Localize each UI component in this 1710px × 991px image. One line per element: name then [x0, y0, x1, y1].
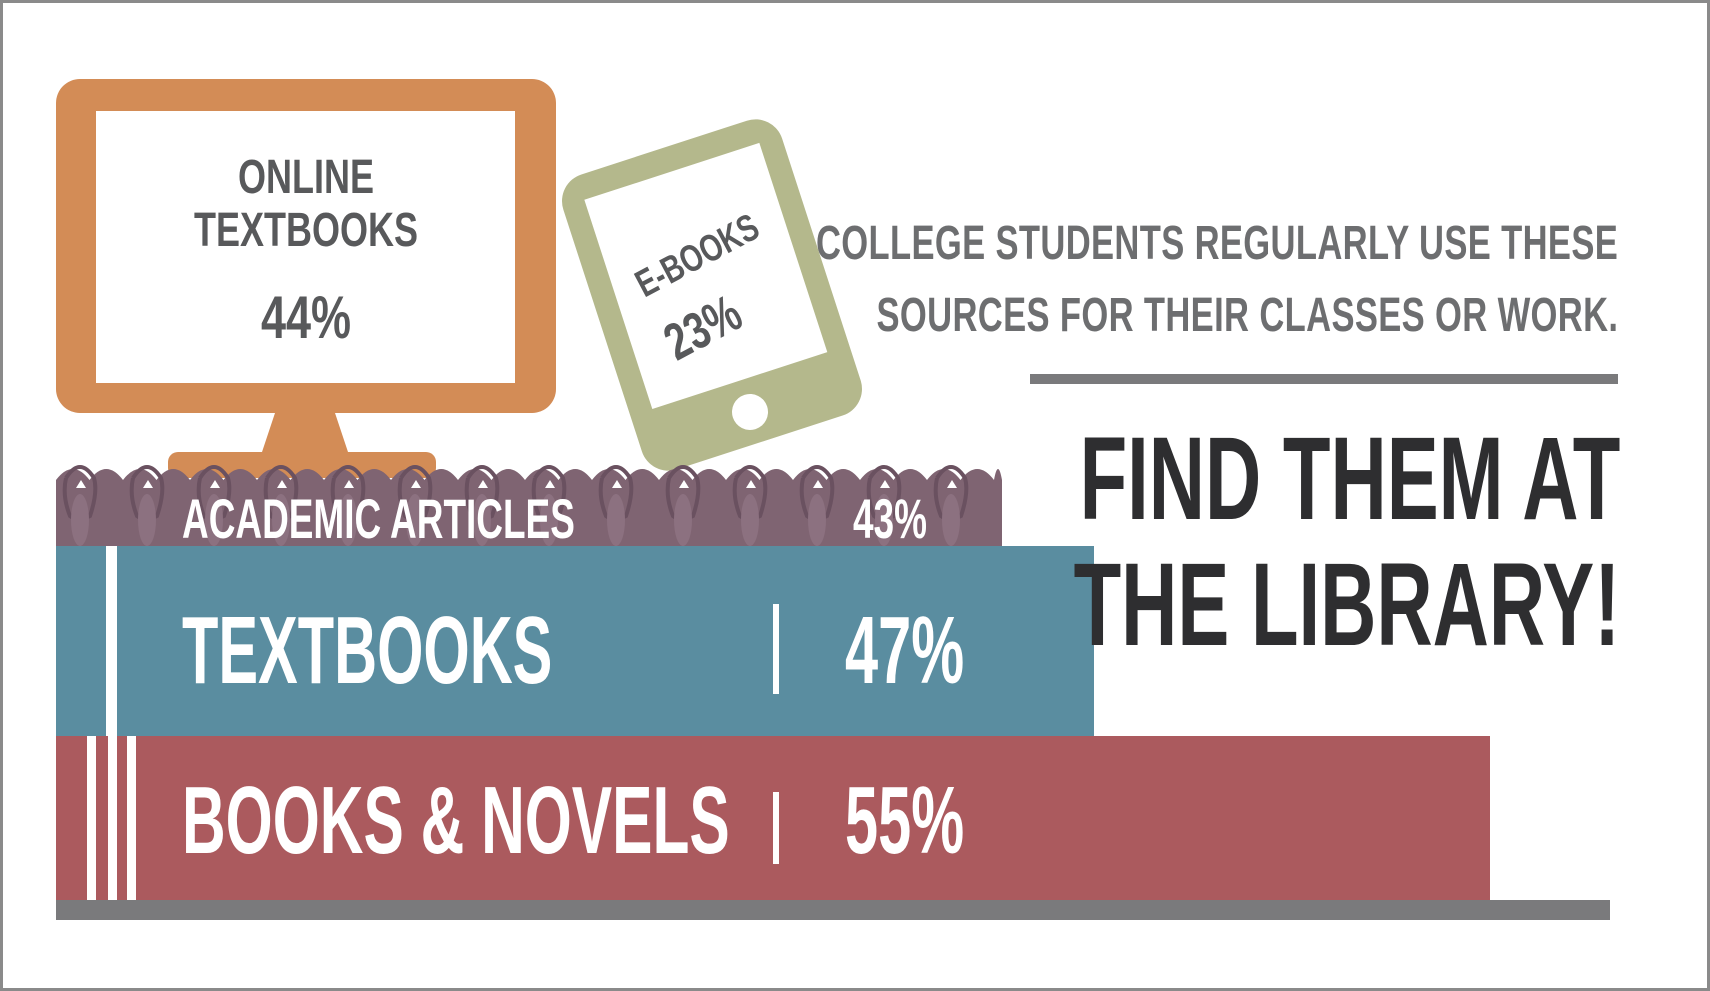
- academic-articles-percent: 43%: [853, 487, 927, 550]
- spiral-shade: [674, 494, 692, 546]
- online-textbooks-percent: 44%: [260, 284, 352, 351]
- spiral-shade: [473, 494, 491, 546]
- divider-line: [1030, 374, 1618, 384]
- books-novels-percent: 55%: [845, 767, 965, 874]
- books-novels-label: BOOKS & NOVELS: [182, 767, 730, 874]
- stats-intro-line1: COLLEGE STUDENTS REGULARLY USE THESE: [815, 217, 1618, 270]
- book-spine-icon: [56, 546, 1094, 736]
- academic-articles-label: ACADEMIC ARTICLES: [182, 487, 575, 550]
- textbooks-label: TEXTBOOKS: [182, 597, 553, 704]
- online-textbooks-label-line1: ONLINE: [237, 151, 375, 204]
- spiral-shade: [741, 494, 759, 546]
- spiral-loop: [62, 465, 98, 521]
- spiral-loop: [330, 465, 366, 521]
- spiral-hole: [411, 480, 421, 488]
- spiral-hole: [746, 480, 756, 488]
- shelf: [56, 900, 1610, 920]
- spiral-loop: [866, 465, 902, 521]
- spiral-loop: [531, 465, 567, 521]
- spiral-shade: [942, 494, 960, 546]
- spiral-hole: [880, 480, 890, 488]
- headline-line1: FIND THEM AT: [1079, 413, 1620, 545]
- desktop-monitor-icon: [56, 79, 556, 478]
- spiral-loop: [263, 465, 299, 521]
- spiral-shade: [607, 494, 625, 546]
- spiral-hole: [478, 480, 488, 488]
- spiral-hole: [76, 480, 86, 488]
- spiral-hole: [813, 480, 823, 488]
- spiral-shade: [875, 494, 893, 546]
- online-textbooks-label-line2: TEXTBOOKS: [193, 204, 419, 257]
- spiral-loop: [397, 465, 433, 521]
- book-spine-icon: [56, 736, 1490, 900]
- spiral-hole: [210, 480, 220, 488]
- notebook-spiral: [56, 465, 1002, 546]
- spiral-hole: [612, 480, 622, 488]
- spiral-hole: [143, 480, 153, 488]
- spiral-hole: [947, 480, 957, 488]
- tablet-ereader-icon: [562, 119, 862, 471]
- spiral-loop: [933, 465, 969, 521]
- spiral-shade: [540, 494, 558, 546]
- headline-line2: THE LIBRARY!: [1073, 539, 1620, 671]
- spiral-shade: [272, 494, 290, 546]
- textbooks-percent: 47%: [845, 597, 965, 704]
- spiral-shade: [808, 494, 826, 546]
- spiral-loop: [665, 465, 701, 521]
- spiral-hole: [679, 480, 689, 488]
- spiral-shade: [339, 494, 357, 546]
- spiral-loop: [799, 465, 835, 521]
- spiral-loop: [196, 465, 232, 521]
- spiral-shade: [71, 494, 89, 546]
- spiral-hole: [277, 480, 287, 488]
- spiral-shade: [138, 494, 156, 546]
- spiral-loop: [732, 465, 768, 521]
- stats-intro-line2: SOURCES FOR THEIR CLASSES OR WORK.: [876, 289, 1618, 342]
- spiral-hole: [344, 480, 354, 488]
- spiral-hole: [545, 480, 555, 488]
- spiral-loop: [598, 465, 634, 521]
- spiral-notebook-icon: [56, 465, 1002, 546]
- spiral-shade: [406, 494, 424, 546]
- spiral-loop: [129, 465, 165, 521]
- spiral-loop: [464, 465, 500, 521]
- spiral-shade: [205, 494, 223, 546]
